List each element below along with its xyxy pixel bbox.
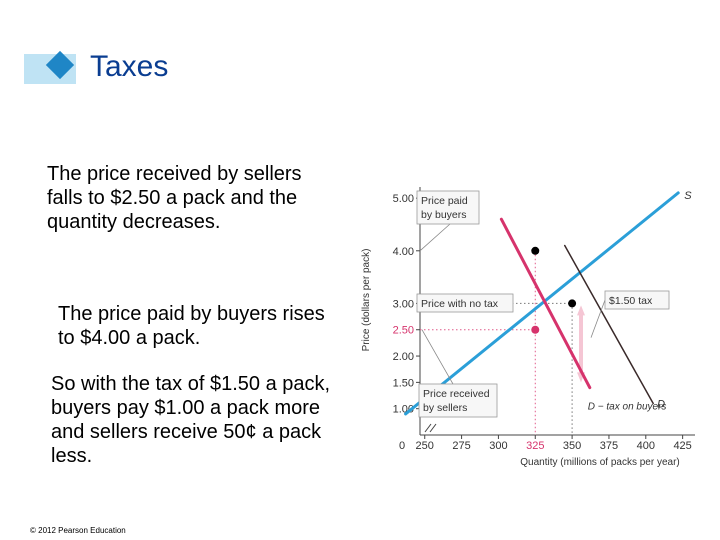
annotation-tax-amount-text: $1.50 tax	[609, 295, 653, 307]
x-tick-label: 425	[673, 440, 691, 452]
x-axis-label: Quantity (millions of packs per year)	[520, 457, 680, 468]
annotation-tax-amount-box	[604, 290, 670, 310]
tax-incidence-chart: 1.001.502.002.503.004.005.00 250 275 300 32…	[361, 187, 695, 468]
annotation-price-no-tax-text: Price with no tax	[421, 298, 499, 310]
paragraph-buyers-price: The price paid by buyers rises to $4.00 …	[58, 303, 325, 349]
supply-curve	[404, 191, 680, 416]
y-tick-label: 5.00	[393, 193, 414, 205]
y-tick-label: 1.50	[393, 377, 414, 389]
equilibrium-no-tax-point	[568, 299, 577, 308]
x-tick-label: 400	[637, 440, 655, 452]
x-tick-label: 250	[416, 440, 434, 452]
annotation-tax-amount: $1.50 tax	[604, 290, 670, 310]
annotation-price-no-tax-box	[416, 293, 514, 313]
annotation-price-received-by-sellers-text: Price received	[423, 388, 490, 400]
y-tick-label: 2.00	[393, 351, 414, 363]
annotation-price-paid-by-buyers: Price paid by buyers	[416, 190, 480, 225]
annotation-price-received-by-sellers-box	[418, 383, 498, 418]
annotation-price-received-by-sellers: Price received by sellers	[418, 383, 498, 418]
demand-curve	[563, 244, 654, 405]
x-tick-label: 300	[489, 440, 507, 452]
annotation-tax-amount-leader	[590, 299, 606, 338]
annotation-price-received-by-sellers-text: by sellers	[423, 402, 467, 414]
annotation-price-paid-by-buyers-text: by buyers	[421, 209, 467, 221]
copyright-notice: © 2012 Pearson Education	[30, 526, 126, 535]
supply-label: S	[684, 190, 692, 202]
x-tick-label: 350	[563, 440, 581, 452]
paragraph-tax-summary: So with the tax of $1.50 a pack, buyers …	[51, 373, 331, 467]
y-tick-label: 4.00	[393, 246, 414, 258]
buyer-price-point	[531, 246, 540, 255]
annotation-price-paid-by-buyers-leader	[419, 223, 451, 252]
demand-label: D	[657, 398, 665, 410]
annotation-price-paid-by-buyers-text: Price paid	[421, 195, 468, 207]
x-tick-label: 325	[526, 440, 544, 452]
tax-arrow-icon	[577, 305, 585, 383]
y-tick-label: 2.50	[393, 325, 414, 337]
y-tick-label: 3.00	[393, 298, 414, 310]
demand-minus-tax-label: D − tax on buyers	[588, 402, 667, 413]
axis-break-mark	[424, 423, 437, 433]
seller-price-point	[531, 325, 540, 334]
annotation-price-paid-by-buyers-box	[416, 190, 480, 225]
x-tick-label: 375	[600, 440, 618, 452]
slide-title: Taxes	[90, 50, 169, 83]
annotation-price-received-by-sellers-leader	[421, 329, 454, 385]
demand-minus-tax-curve	[499, 217, 592, 390]
annotation-price-no-tax: Price with no tax	[416, 293, 514, 313]
y-axis-label: Price (dollars per pack)	[361, 249, 372, 352]
paragraph-sellers-price: The price received by sellers falls to $…	[47, 163, 302, 233]
x-tick-label: 275	[452, 440, 470, 452]
x-origin-label: 0	[399, 440, 405, 452]
